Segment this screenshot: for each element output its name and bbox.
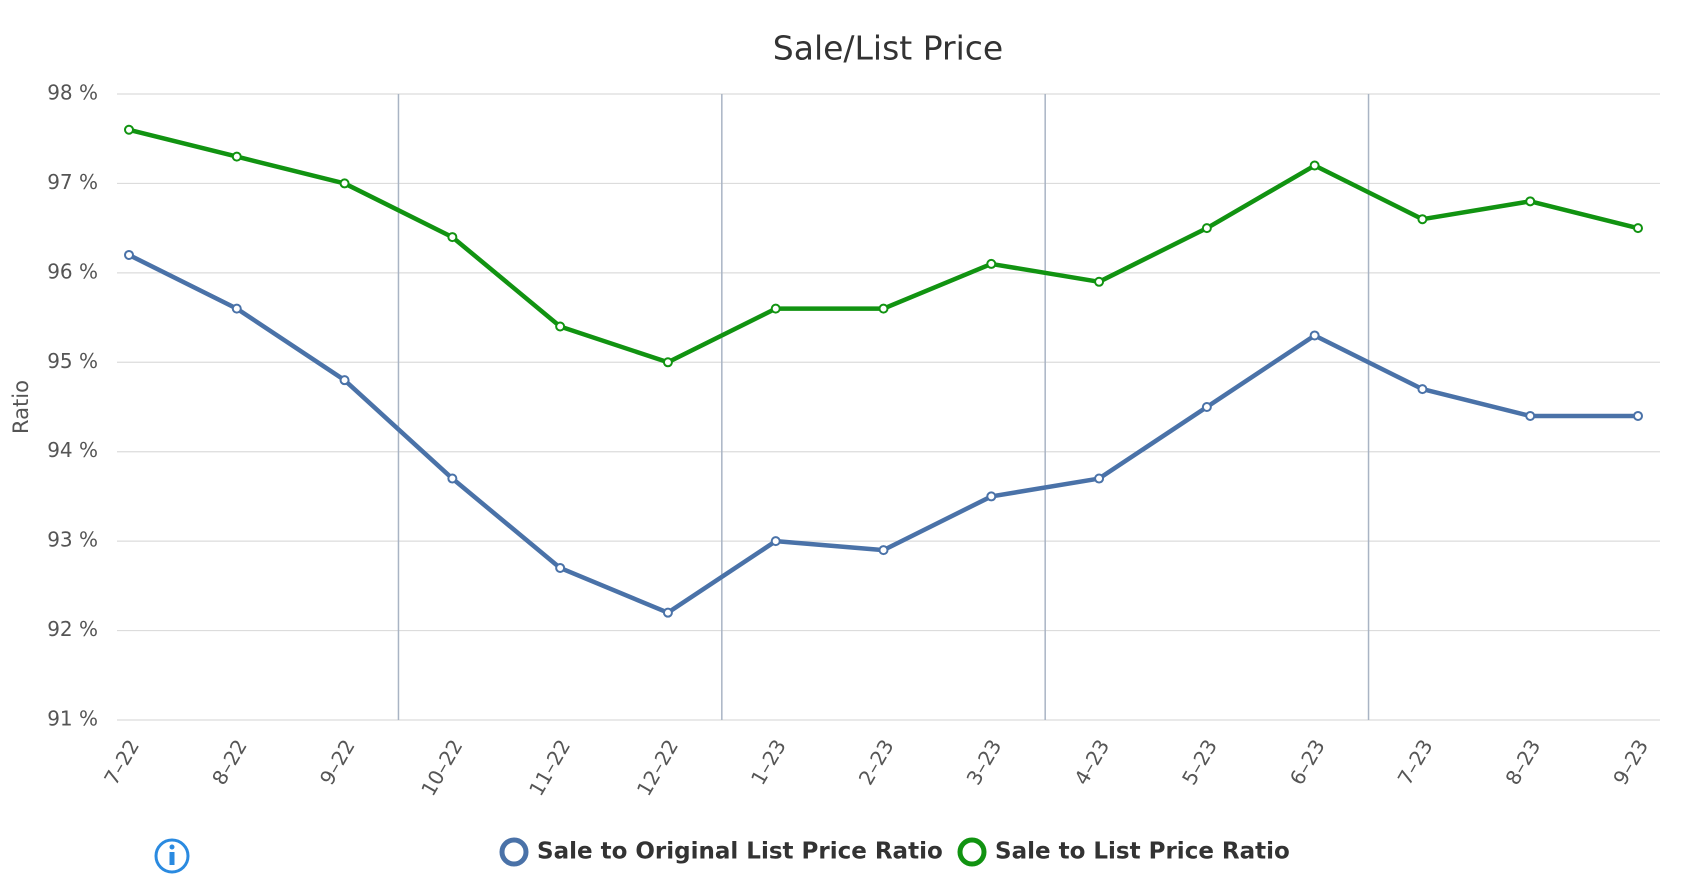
x-tick-label: 7–22 [99, 735, 144, 789]
data-point [1309, 330, 1320, 341]
data-point [1525, 196, 1536, 207]
legend-item[interactable]: Sale to List Price Ratio [957, 837, 1290, 867]
legend-item[interactable]: Sale to Original List Price Ratio [499, 837, 943, 867]
data-point [555, 562, 566, 573]
data-point [1309, 160, 1320, 171]
data-point [986, 491, 997, 502]
data-point [1525, 410, 1536, 421]
data-point [986, 258, 997, 269]
x-tick-label: 5–23 [1177, 735, 1222, 789]
info-icon[interactable] [154, 838, 190, 874]
x-tick-label: 2–23 [854, 735, 899, 789]
legend-label: Sale to Original List Price Ratio [537, 839, 943, 865]
y-tick-label: 91 % [47, 707, 98, 731]
x-tick-label: 12–22 [632, 735, 683, 800]
x-tick-label: 8–22 [207, 735, 252, 789]
data-point [555, 321, 566, 332]
x-tick-label: 4–23 [1069, 735, 1114, 789]
data-point [770, 303, 781, 314]
data-point [124, 249, 134, 260]
y-tick-label: 93 % [47, 528, 98, 552]
chart-title: Sale/List Price [773, 29, 1003, 68]
data-point [1633, 223, 1643, 234]
data-point [447, 473, 458, 484]
data-point [1094, 473, 1105, 484]
y-axis-title: Ratio [9, 380, 33, 434]
y-tick-label: 95 % [47, 349, 98, 373]
x-tick-label: 10–22 [416, 735, 467, 800]
data-point [1201, 223, 1212, 234]
data-point [1633, 410, 1643, 421]
data-point [662, 607, 673, 618]
x-tick-label: 8–23 [1500, 735, 1545, 789]
x-tick-label: 6–23 [1285, 735, 1330, 789]
data-point [1094, 276, 1105, 287]
data-point [1201, 402, 1212, 412]
y-tick-label: 94 % [47, 438, 98, 462]
data-point [878, 545, 889, 556]
y-tick-label: 97 % [47, 170, 98, 194]
data-point [231, 303, 242, 314]
data-point [1417, 214, 1428, 225]
x-tick-label: 3–23 [962, 735, 1007, 789]
data-point [231, 151, 242, 162]
data-point [878, 303, 889, 314]
x-tick-label: 9–22 [315, 735, 360, 789]
legend-swatch [499, 837, 529, 867]
data-point [1417, 384, 1428, 395]
data-point [124, 124, 134, 135]
data-point [339, 375, 350, 386]
legend-swatch [957, 837, 987, 867]
y-tick-label: 92 % [47, 617, 98, 641]
data-point [770, 536, 781, 547]
data-point [662, 357, 673, 368]
legend-label: Sale to List Price Ratio [995, 839, 1290, 865]
x-tick-label: 9–23 [1608, 735, 1653, 789]
data-point [447, 232, 458, 243]
series-line [128, 127, 1639, 365]
data-point [339, 178, 350, 189]
x-tick-label: 11–22 [524, 735, 575, 800]
x-tick-label: 7–23 [1393, 735, 1438, 789]
y-tick-label: 96 % [47, 259, 98, 283]
x-tick-label: 1–23 [746, 735, 791, 789]
y-tick-label: 98 % [47, 81, 98, 105]
